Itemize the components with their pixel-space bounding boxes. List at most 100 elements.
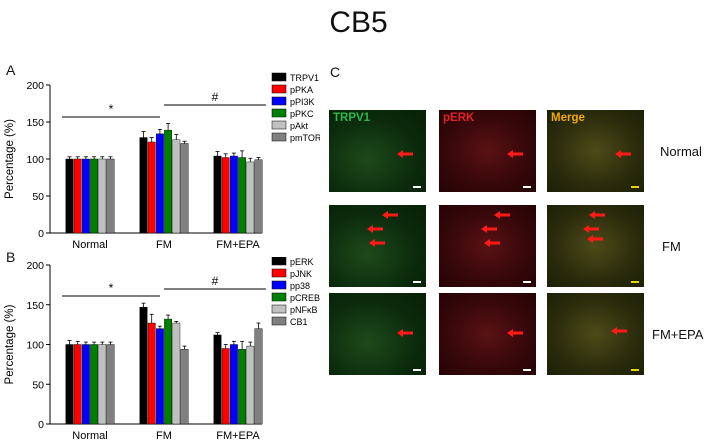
legend-label: pNFκB — [290, 305, 318, 315]
bar-pmtor — [180, 143, 189, 234]
row-label-normal: Normal — [660, 144, 702, 159]
y-tick-label: 50 — [32, 191, 44, 203]
bar-ppi3k — [229, 155, 238, 234]
legend-swatch — [271, 292, 287, 302]
red-arrow-icon — [589, 211, 605, 219]
bar-cb1 — [180, 349, 189, 425]
y-tick-label: 200 — [26, 260, 44, 272]
y-tick-label: 100 — [26, 154, 44, 166]
red-arrow-icon — [367, 225, 383, 233]
bar-pjnk — [73, 344, 82, 425]
bar-chart-b: Percentage (%) 0 50 100 150 200 Normal FM FM+EPA… — [4, 257, 320, 442]
bar-pnfκb — [246, 345, 255, 425]
legend-label: pp38 — [290, 281, 310, 291]
bar-trpv1 — [65, 158, 74, 234]
channel-label: Merge — [551, 112, 585, 124]
bar-cb1 — [106, 344, 115, 425]
red-arrow-icon — [494, 211, 510, 219]
category-label: Normal — [72, 239, 107, 250]
bar-pcreb — [238, 349, 246, 425]
bar-ppka — [221, 157, 230, 234]
red-arrow-icon — [382, 211, 398, 219]
legend-swatch — [271, 84, 287, 94]
bar-ppi3k — [155, 133, 164, 234]
category-label: FM+EPA — [216, 239, 260, 250]
y-tick-label: 0 — [38, 419, 44, 431]
legend-swatch — [271, 72, 287, 82]
red-arrow-icon — [587, 235, 603, 243]
channel-label: TRPV1 — [333, 112, 371, 124]
bar-ppkc — [90, 158, 99, 234]
bar-chart-a: Percentage (%) 0 50 100 150 200 Normal FM FM+EPA… — [4, 72, 320, 250]
bar-ppkc — [164, 129, 172, 234]
scale-bar — [631, 186, 639, 188]
legend-label: pPKA — [290, 85, 313, 95]
legend-swatch — [271, 120, 287, 130]
bar-pcreb — [164, 318, 172, 425]
scale-bar — [413, 281, 421, 283]
bar-pp38 — [229, 344, 238, 425]
y-tick-label: 0 — [38, 228, 44, 240]
category-label: FM — [156, 430, 172, 442]
bar-ppka — [73, 158, 82, 234]
y-tick-label: 100 — [26, 340, 44, 352]
y-tick-label: 200 — [26, 80, 44, 92]
bar-pmtor — [106, 158, 115, 234]
y-axis-label: Percentage (%) — [4, 304, 16, 384]
legend-label: pCREB — [290, 293, 320, 303]
bar-pnfκb — [172, 322, 181, 425]
legend-label: CB1 — [290, 317, 308, 327]
y-tick-label: 50 — [32, 379, 44, 391]
row-label-fm: FM — [662, 239, 681, 254]
micrograph-merge-fm — [547, 205, 644, 287]
bar-pakt — [172, 139, 181, 234]
bar-pakt — [246, 161, 255, 234]
bar-pjnk — [221, 348, 230, 425]
significance-mark: * — [109, 281, 114, 295]
page-title: CB5 — [329, 6, 388, 39]
legend-label: TRPV1 — [290, 73, 319, 83]
bar-pjnk — [147, 322, 156, 425]
scale-bar — [523, 281, 531, 283]
y-axis-label: Percentage (%) — [4, 119, 16, 199]
bar-pp38 — [155, 328, 164, 425]
legend-swatch — [271, 257, 287, 266]
micrograph-merge-fm-epa — [547, 293, 644, 375]
bar-trpv1 — [139, 137, 148, 234]
channel-label: pERK — [443, 112, 475, 124]
bar-ppka — [147, 141, 156, 234]
y-tick-label: 150 — [26, 117, 44, 129]
legend-swatch — [271, 280, 287, 290]
legend-label: pJNK — [290, 269, 312, 279]
significance-mark: * — [109, 102, 114, 116]
micrograph-perk-fm — [439, 205, 536, 287]
red-arrow-icon — [397, 329, 413, 337]
red-arrow-icon — [484, 239, 500, 247]
red-arrow-icon — [481, 225, 497, 233]
legend-label: pERK — [290, 257, 314, 267]
micrograph-trpv1-fm-epa — [329, 293, 426, 375]
bar-perk — [139, 306, 148, 425]
red-arrow-icon — [369, 239, 385, 247]
red-arrow-icon — [611, 327, 627, 335]
legend-label: pPI3K — [290, 97, 315, 107]
panel-label-b: B — [6, 249, 16, 265]
row-label-fm-epa: FM+EPA — [652, 327, 704, 342]
legend-label: pPKC — [290, 109, 314, 119]
bar-trpv1 — [213, 155, 222, 234]
panel-label-a: A — [6, 62, 16, 78]
bar-pcreb — [90, 344, 99, 425]
legend-swatch — [271, 316, 287, 326]
scale-bar — [523, 369, 531, 371]
legend-label: pmTOR — [290, 133, 320, 143]
red-arrow-icon — [397, 150, 413, 158]
legend-swatch — [271, 268, 287, 278]
red-arrow-icon — [507, 150, 523, 158]
scale-bar — [631, 369, 639, 371]
red-arrow-icon — [507, 329, 523, 337]
bar-pp38 — [81, 344, 90, 425]
red-arrow-icon — [583, 225, 599, 233]
scale-bar — [523, 186, 531, 188]
bar-pakt — [98, 158, 107, 234]
scale-bar — [413, 369, 421, 371]
